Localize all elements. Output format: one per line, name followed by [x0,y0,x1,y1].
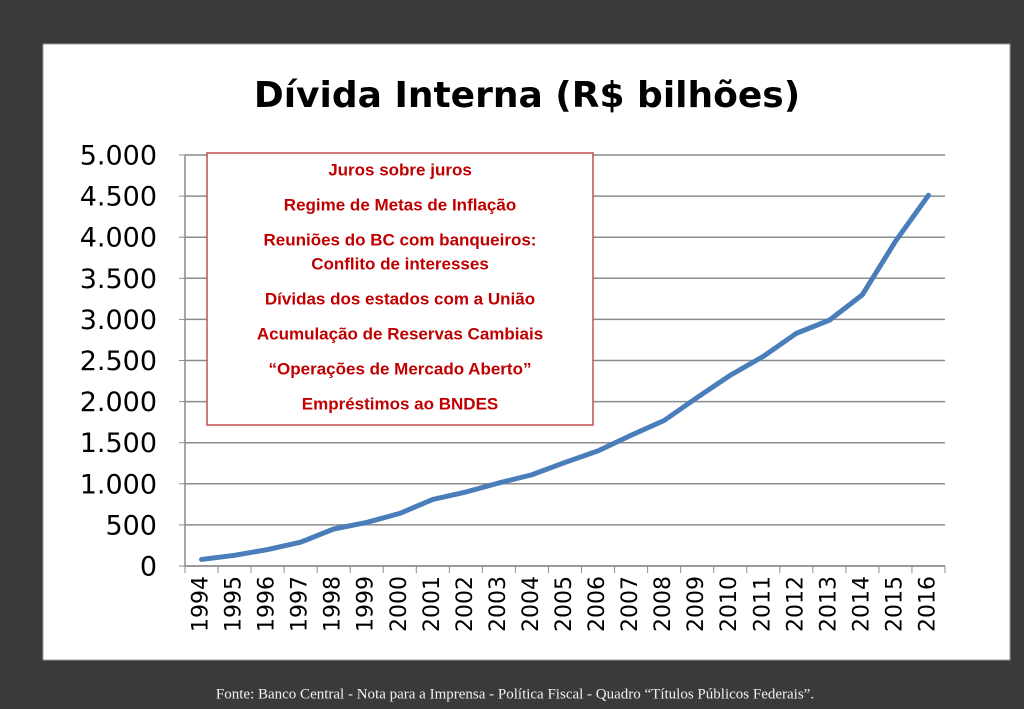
annotation-text: Dívidas dos estados com a União [265,289,535,308]
x-tick-label: 1996 [255,576,280,632]
x-tick-label: 2002 [453,576,478,632]
x-tick-label: 2007 [618,576,643,632]
x-tick-label: 2001 [420,576,445,632]
x-tick-label: 2011 [750,576,775,632]
x-tick-label: 2000 [387,576,412,632]
y-tick-label: 4.500 [80,182,157,213]
x-tick-label: 1994 [189,576,214,632]
x-tick-label: 1997 [288,576,313,632]
x-tick-label: 1998 [321,576,346,632]
source-note: Fonte: Banco Central - Nota para a Impre… [216,686,814,702]
y-tick-label: 2.000 [80,387,157,418]
y-tick-label: 1.000 [80,469,157,500]
y-tick-label: 3.500 [80,264,157,295]
annotation-text: Juros sobre juros [328,160,472,179]
x-tick-label: 2005 [552,576,577,632]
annotation-text: Reuniões do BC com banqueiros: [264,230,537,249]
x-tick-label: 2012 [783,576,808,632]
x-tick-label: 2014 [849,576,874,632]
x-tick-label: 2006 [585,576,610,632]
chart-title: Dívida Interna (R$ bilhões) [254,75,800,116]
annotation-text: Regime de Metas de Inflação [284,195,516,214]
annotation-text: “Operações de Mercado Aberto” [269,359,532,378]
annotation-text: Conflito de interesses [311,254,489,273]
x-tick-label: 1995 [222,576,247,632]
y-tick-label: 0 [140,552,157,583]
annotation-box [206,152,594,426]
annotation-text: Empréstimos ao BNDES [302,394,499,413]
x-tick-label: 2016 [915,576,940,632]
x-tick-label: 2010 [717,576,742,632]
x-tick-label: 2003 [486,576,511,632]
x-tick-label: 2009 [684,576,709,632]
x-tick-label: 2013 [816,576,841,632]
y-tick-label: 1.500 [80,428,157,459]
x-tick-label: 2008 [651,576,676,632]
x-tick-label: 2015 [882,576,907,632]
y-tick-label: 2.500 [80,346,157,377]
data-line [199,192,931,562]
x-tick-label: 1999 [354,576,379,632]
y-tick-label: 3.000 [80,305,157,336]
x-tick-label: 2004 [519,576,544,632]
y-tick-label: 5.000 [80,141,157,172]
y-tick-label: 500 [105,510,157,541]
y-tick-label: 4.000 [80,223,157,254]
annotation-text: Acumulação de Reservas Cambiais [257,324,543,343]
